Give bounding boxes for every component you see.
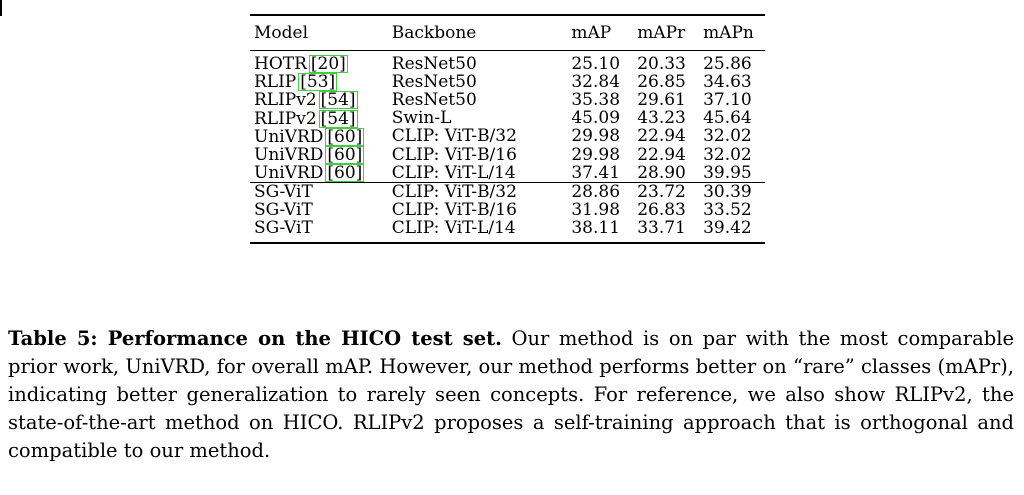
model-name: RLIP [254,72,297,93]
mapr-cell: 29.61 [637,89,686,110]
mapr-cell: 23.72 [637,182,704,202]
table-caption: Table 5: Performance on the HICO test se… [8,325,1014,465]
map-cell: 25.10 [571,53,621,74]
citation-link[interactable]: [60] [325,163,365,184]
model-cell: HOTR [20] [250,51,392,74]
mapr-cell: 20.33 [637,53,686,74]
table-row: SG-ViT CLIP: ViT-B/32 28.86 23.72 30.39 [250,182,765,202]
mapn-cell: 33.52 [703,200,752,221]
mapr-cell: 33.71 [637,219,704,244]
table-row: UniVRD [60] CLIP: ViT-B/32 29.98 22.94 32.02 [250,128,765,146]
map-cell: 29.98 [571,144,621,165]
citation-link[interactable]: [53] [298,72,338,93]
map-cell: 28.86 [571,182,638,202]
table-row: RLIPv2 [54] ResNet50 35.38 29.61 37.10 [250,89,765,111]
caption-label: Table 5: Performance on the HICO test se… [8,327,502,350]
our-method-group: SG-ViT CLIP: ViT-B/32 28.86 23.72 30.39 SG-Vi… [250,182,765,244]
model-cell: UniVRD [60] [250,164,392,183]
mapr-cell: 22.94 [637,144,686,165]
model-cell: UniVRD [60] [250,126,392,147]
backbone-cell: CLIP: ViT-B/32 [391,182,572,202]
citation-link[interactable]: [54] [318,90,358,111]
backbone-cell: ResNet50 [391,89,477,110]
map-cell: 32.84 [571,71,621,92]
citation-link[interactable]: [54] [318,108,358,129]
model-name: RLIPv2 [254,90,317,111]
table-row: UniVRD [60] CLIP: ViT-B/16 29.98 22.94 32.02 [250,144,765,166]
mapn-cell: 39.42 [703,219,765,244]
model-name: UniVRD [254,145,324,166]
model-cell: RLIP [53] [250,72,392,93]
map-cell: 38.11 [571,219,638,244]
mapr-cell: 26.83 [637,200,686,221]
mapn-cell: 25.86 [703,53,752,74]
mapn-cell: 39.95 [703,162,752,183]
backbone-cell: CLIP: ViT-L/14 [391,162,516,183]
table-header-row: Model Backbone mAP mAPr mAPn [250,15,765,51]
table-row: UniVRD [60] CLIP: ViT-L/14 37.41 28.90 39.95 [250,164,765,183]
backbone-cell: CLIP: ViT-L/14 [391,219,572,244]
prior-methods-group: HOTR [20] ResNet50 25.10 20.33 25.86 RLIP [53] R… [250,51,765,183]
table-row: SG-ViT CLIP: ViT-B/16 31.98 26.83 33.52 [250,202,765,220]
backbone-cell: CLIP: ViT-B/16 [391,144,517,165]
backbone-cell: ResNet50 [391,71,477,92]
model-name: UniVRD [254,126,324,147]
header-map: mAP [571,22,612,43]
model-cell: SG-ViT [254,200,313,221]
header-mapr: mAPr [637,22,686,43]
backbone-cell: CLIP: ViT-B/32 [391,126,517,147]
page-edge-mark [0,0,2,16]
model-cell: SG-ViT [250,219,392,244]
mapr-cell: 26.85 [637,71,686,92]
mapr-cell: 22.94 [637,126,686,147]
header-mapn: mAPn [703,22,754,43]
map-cell: 29.98 [571,126,621,147]
backbone-cell: CLIP: ViT-B/16 [391,200,517,221]
citation-link[interactable]: [20] [308,54,348,75]
model-name: UniVRD [254,163,324,184]
mapn-cell: 30.39 [703,182,765,202]
mapr-cell: 43.23 [637,108,686,129]
mapn-cell: 32.02 [703,126,752,147]
citation-link[interactable]: [60] [325,145,365,166]
header-backbone: Backbone [391,22,477,43]
mapn-cell: 32.02 [703,144,752,165]
model-name: RLIPv2 [254,108,317,129]
table-row: HOTR [20] ResNet50 25.10 20.33 25.86 [250,51,765,74]
mapn-cell: 34.63 [703,71,752,92]
map-cell: 35.38 [571,89,621,110]
model-cell: UniVRD [60] [250,145,392,166]
backbone-cell: ResNet50 [391,53,477,74]
map-cell: 37.41 [571,162,621,183]
model-cell: RLIPv2 [54] [250,90,392,111]
map-cell: 31.98 [571,200,621,221]
model-cell: SG-ViT [250,182,392,202]
model-cell: RLIPv2 [54] [250,108,392,129]
header-model: Model [254,22,309,43]
citation-link[interactable]: [60] [325,126,365,147]
table-row: SG-ViT CLIP: ViT-L/14 38.11 33.71 39.42 [250,219,765,244]
table-row: RLIP [53] ResNet50 32.84 26.85 34.63 [250,71,765,93]
table-row: RLIPv2 [54] Swin-L 45.09 43.23 45.64 [250,110,765,128]
model-name: HOTR [254,54,307,75]
results-table-container: Model Backbone mAP mAPr mAPn HOTR [20] Res… [250,14,770,244]
caption-text: Our method is on par with the most compa… [8,327,1014,462]
mapn-cell: 45.64 [703,108,752,129]
map-cell: 45.09 [571,108,621,129]
results-table: Model Backbone mAP mAPr mAPn HOTR [20] Res… [250,14,765,244]
backbone-cell: Swin-L [391,108,452,129]
mapr-cell: 28.90 [637,162,686,183]
mapn-cell: 37.10 [703,89,752,110]
